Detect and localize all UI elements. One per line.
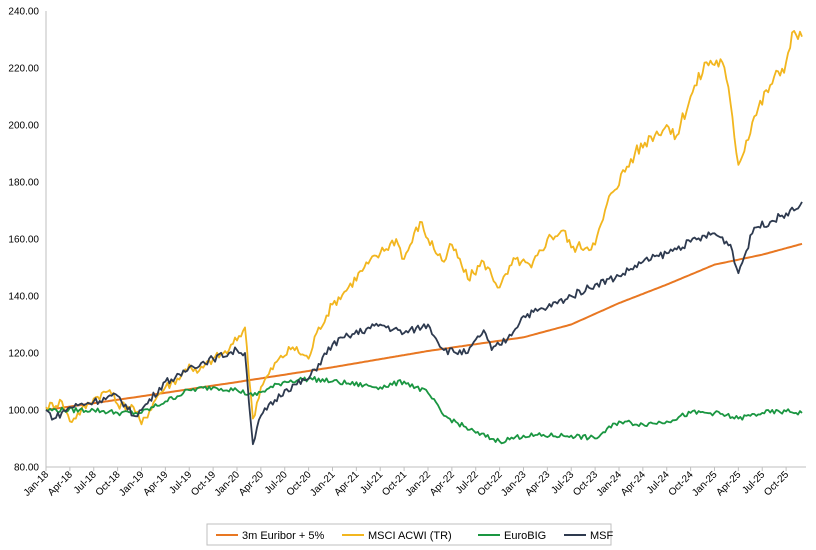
y-tick-label: 200.00 (8, 121, 39, 132)
legend-entry: EuroBIG (504, 530, 546, 542)
x-tick-label: Jan-25 (690, 469, 720, 499)
x-tick-label: Jan-19 (117, 469, 147, 499)
x-tick-label: Jan-23 (499, 469, 529, 499)
legend-entry: MSCI ACWI (TR) (368, 530, 452, 542)
x-tick-label: Apr-18 (46, 469, 75, 498)
axes (45, 11, 806, 468)
x-tick-label: Oct-25 (762, 469, 791, 498)
x-tick-label: Apr-19 (141, 469, 170, 498)
x-tick-label: Oct-20 (285, 469, 314, 498)
x-tick-label: Apr-24 (619, 469, 648, 498)
y-tick-label: 180.00 (8, 178, 39, 189)
legend-entry: 3m Euribor + 5% (242, 530, 324, 542)
y-tick-label: 140.00 (8, 292, 39, 303)
y-tick-label: 160.00 (8, 235, 39, 246)
series-line-eurobig (45, 376, 803, 445)
x-tick-label: Apr-22 (428, 469, 457, 498)
series-lines (45, 30, 803, 446)
y-tick-label: 120.00 (8, 349, 39, 360)
x-tick-labels: Jan-18Apr-18Jul-18Oct-18Jan-19Apr-19Jul-… (22, 467, 792, 499)
x-tick-label: Oct-23 (571, 469, 600, 498)
x-tick-label: Oct-19 (189, 469, 218, 498)
y-tick-label: 100.00 (8, 406, 39, 417)
y-tick-labels: 80.00 100.00 120.00 140.00 160.00 180.00 200.0… (8, 7, 39, 474)
legend-entry: MSF (590, 530, 614, 542)
x-tick-label: Jan-20 (213, 469, 243, 499)
y-tick-label: 240.00 (8, 7, 39, 18)
x-tick-label: Oct-21 (380, 469, 409, 498)
y-tick-label: 220.00 (8, 64, 39, 75)
x-tick-label: Jan-21 (308, 469, 338, 499)
x-tick-label: Jan-24 (595, 469, 625, 499)
x-tick-label: Apr-21 (332, 469, 361, 498)
legend-box (206, 523, 612, 546)
series-line-3m-euribor-5 (45, 242, 803, 411)
series-line-msci-acwi-tr (45, 30, 803, 426)
x-tick-label: Oct-22 (476, 469, 505, 498)
x-tick-label: Apr-25 (714, 469, 743, 498)
legend: 3m Euribor + 5% MSCI ACWI (TR) EuroBIG MSF (206, 523, 614, 546)
y-tick-label: 80.00 (14, 463, 39, 474)
x-tick-label: Oct-24 (667, 469, 696, 498)
x-tick-label: Apr-23 (523, 469, 552, 498)
x-tick-label: Jan-22 (404, 469, 434, 499)
x-tick-label: Oct-18 (94, 469, 123, 498)
x-tick-label: Apr-20 (237, 469, 266, 498)
series-line-msf (45, 201, 803, 446)
